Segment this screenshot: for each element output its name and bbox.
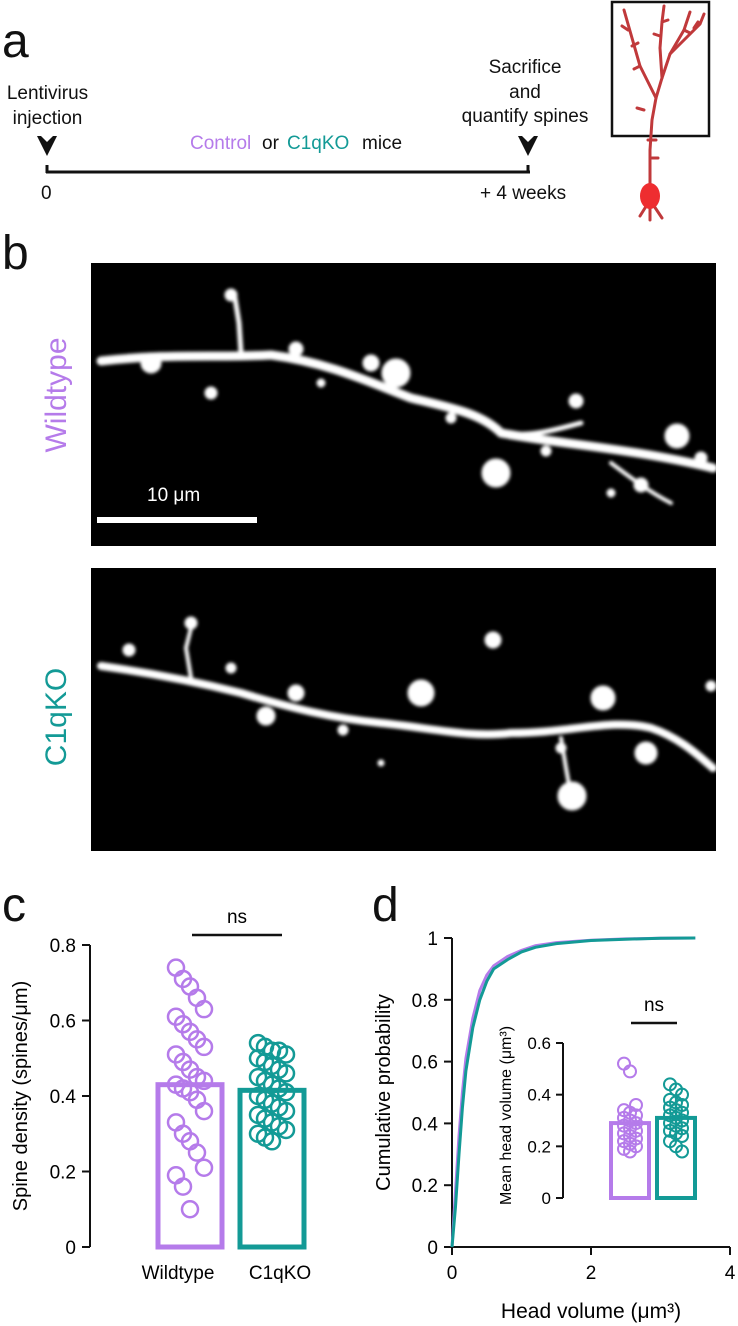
sacrifice-line-3: quantify spines <box>461 106 589 128</box>
sacrifice-line-2: and <box>509 81 541 103</box>
timeline-end-label: + 4 weeks <box>480 183 567 204</box>
injection-line-1: Lentivirus <box>6 83 89 104</box>
right-arrow-icon <box>518 136 538 156</box>
x-tick-label: 0 <box>447 1263 458 1284</box>
x-tick-label: Wildtype <box>142 1263 215 1284</box>
data-point <box>276 1101 296 1121</box>
control-group-label: Control <box>190 133 252 154</box>
left-arrow-icon <box>37 136 57 156</box>
data-point <box>194 1071 214 1091</box>
c1qko-dendrite-image <box>97 616 716 811</box>
scale-bar <box>97 517 257 523</box>
inset-data-point <box>623 1144 637 1159</box>
spine-density-chart: 0 0.2 0.4 0.6 0.8 Spine density (spines/μm) Wi… <box>10 907 311 1284</box>
injection-line-2: injection <box>12 107 83 129</box>
y-tick-label: 0.8 <box>50 936 76 957</box>
cumulative-head-volume-chart: 0 0.2 0.4 0.6 0.8 1 0 2 4 Cumulative probability H… <box>373 929 736 1323</box>
wildtype-micrograph: 10 μm <box>91 263 716 546</box>
x-tick-label: 2 <box>586 1263 597 1284</box>
data-point <box>194 999 214 1019</box>
soma-icon <box>640 183 660 209</box>
mice-label: mice <box>362 133 403 154</box>
inset-y-axis-label: Mean head volume (μm³) <box>498 1026 515 1205</box>
inset-y-tick-label: 0 <box>542 1189 551 1208</box>
y-tick-label: 0.8 <box>412 991 438 1012</box>
c1qko-row-label: C1qKO <box>40 667 73 767</box>
inset-y-tick-label: 0.2 <box>527 1137 551 1156</box>
wildtype-dendrite-image <box>96 288 716 505</box>
data-point <box>194 1158 214 1177</box>
sacrifice-line-1: Sacrifice <box>488 57 562 78</box>
panel-a-label: a <box>2 15 29 68</box>
y-axis-label: Spine density (spines/μm) <box>10 981 32 1212</box>
x-tick-label: 4 <box>725 1263 736 1284</box>
y-tick-label: 0.4 <box>50 1087 77 1108</box>
data-point <box>276 1082 296 1102</box>
inset-y-tick-label: 0.6 <box>527 1034 551 1053</box>
y-tick-label: 1 <box>427 929 438 950</box>
inset-data-point <box>675 1144 689 1159</box>
y-tick-label: 0 <box>427 1238 438 1259</box>
dendrite-box <box>610 0 711 138</box>
y-axis-label: Cumulative probability <box>373 994 395 1191</box>
panel-c-label: c <box>2 879 26 932</box>
sacrifice-label: Sacrifice and quantify spines <box>440 56 610 130</box>
y-tick-label: 0.6 <box>412 1053 438 1074</box>
timeline-start-label: 0 <box>41 183 52 204</box>
y-tick-label: 0.2 <box>50 1163 76 1184</box>
data-point <box>262 1132 282 1151</box>
inset-y-tick-label: 0.4 <box>527 1086 551 1105</box>
or-label: or <box>262 133 279 154</box>
c1qko-micrograph <box>91 568 716 851</box>
y-tick-label: 0.4 <box>412 1114 439 1135</box>
data-point <box>194 1101 214 1121</box>
injection-label: Lentivirus injection <box>0 82 95 131</box>
x-axis-label: Head volume (μm³) <box>501 1300 681 1323</box>
cdf-line-c1qko <box>450 936 696 1248</box>
y-tick-label: 0.2 <box>412 1176 438 1197</box>
data-point <box>276 1045 296 1064</box>
data-point <box>173 1177 193 1196</box>
data-point <box>194 1037 214 1057</box>
c1qko-group-label: C1qKO <box>287 133 350 154</box>
significance-label: ns <box>227 907 247 928</box>
y-tick-label: 0 <box>65 1238 76 1259</box>
x-tick-label: C1qKO <box>249 1263 311 1284</box>
scale-bar-label: 10 μm <box>147 485 201 506</box>
inset-data-point <box>675 1129 689 1143</box>
wildtype-row-label: Wildtype <box>40 337 73 453</box>
data-point <box>180 1200 200 1219</box>
y-tick-label: 0.6 <box>50 1012 76 1033</box>
cdf-line-wildtype <box>450 936 696 1248</box>
timeline-graphic <box>37 0 711 222</box>
panel-d-label: d <box>372 879 399 932</box>
panel-b-label: b <box>2 227 29 280</box>
data-point <box>276 1120 296 1140</box>
neuron-icon <box>620 4 706 222</box>
data-point <box>187 1143 207 1162</box>
data-point <box>276 1064 296 1083</box>
inset-significance-label: ns <box>644 995 664 1016</box>
inset-data-point <box>623 1064 637 1079</box>
